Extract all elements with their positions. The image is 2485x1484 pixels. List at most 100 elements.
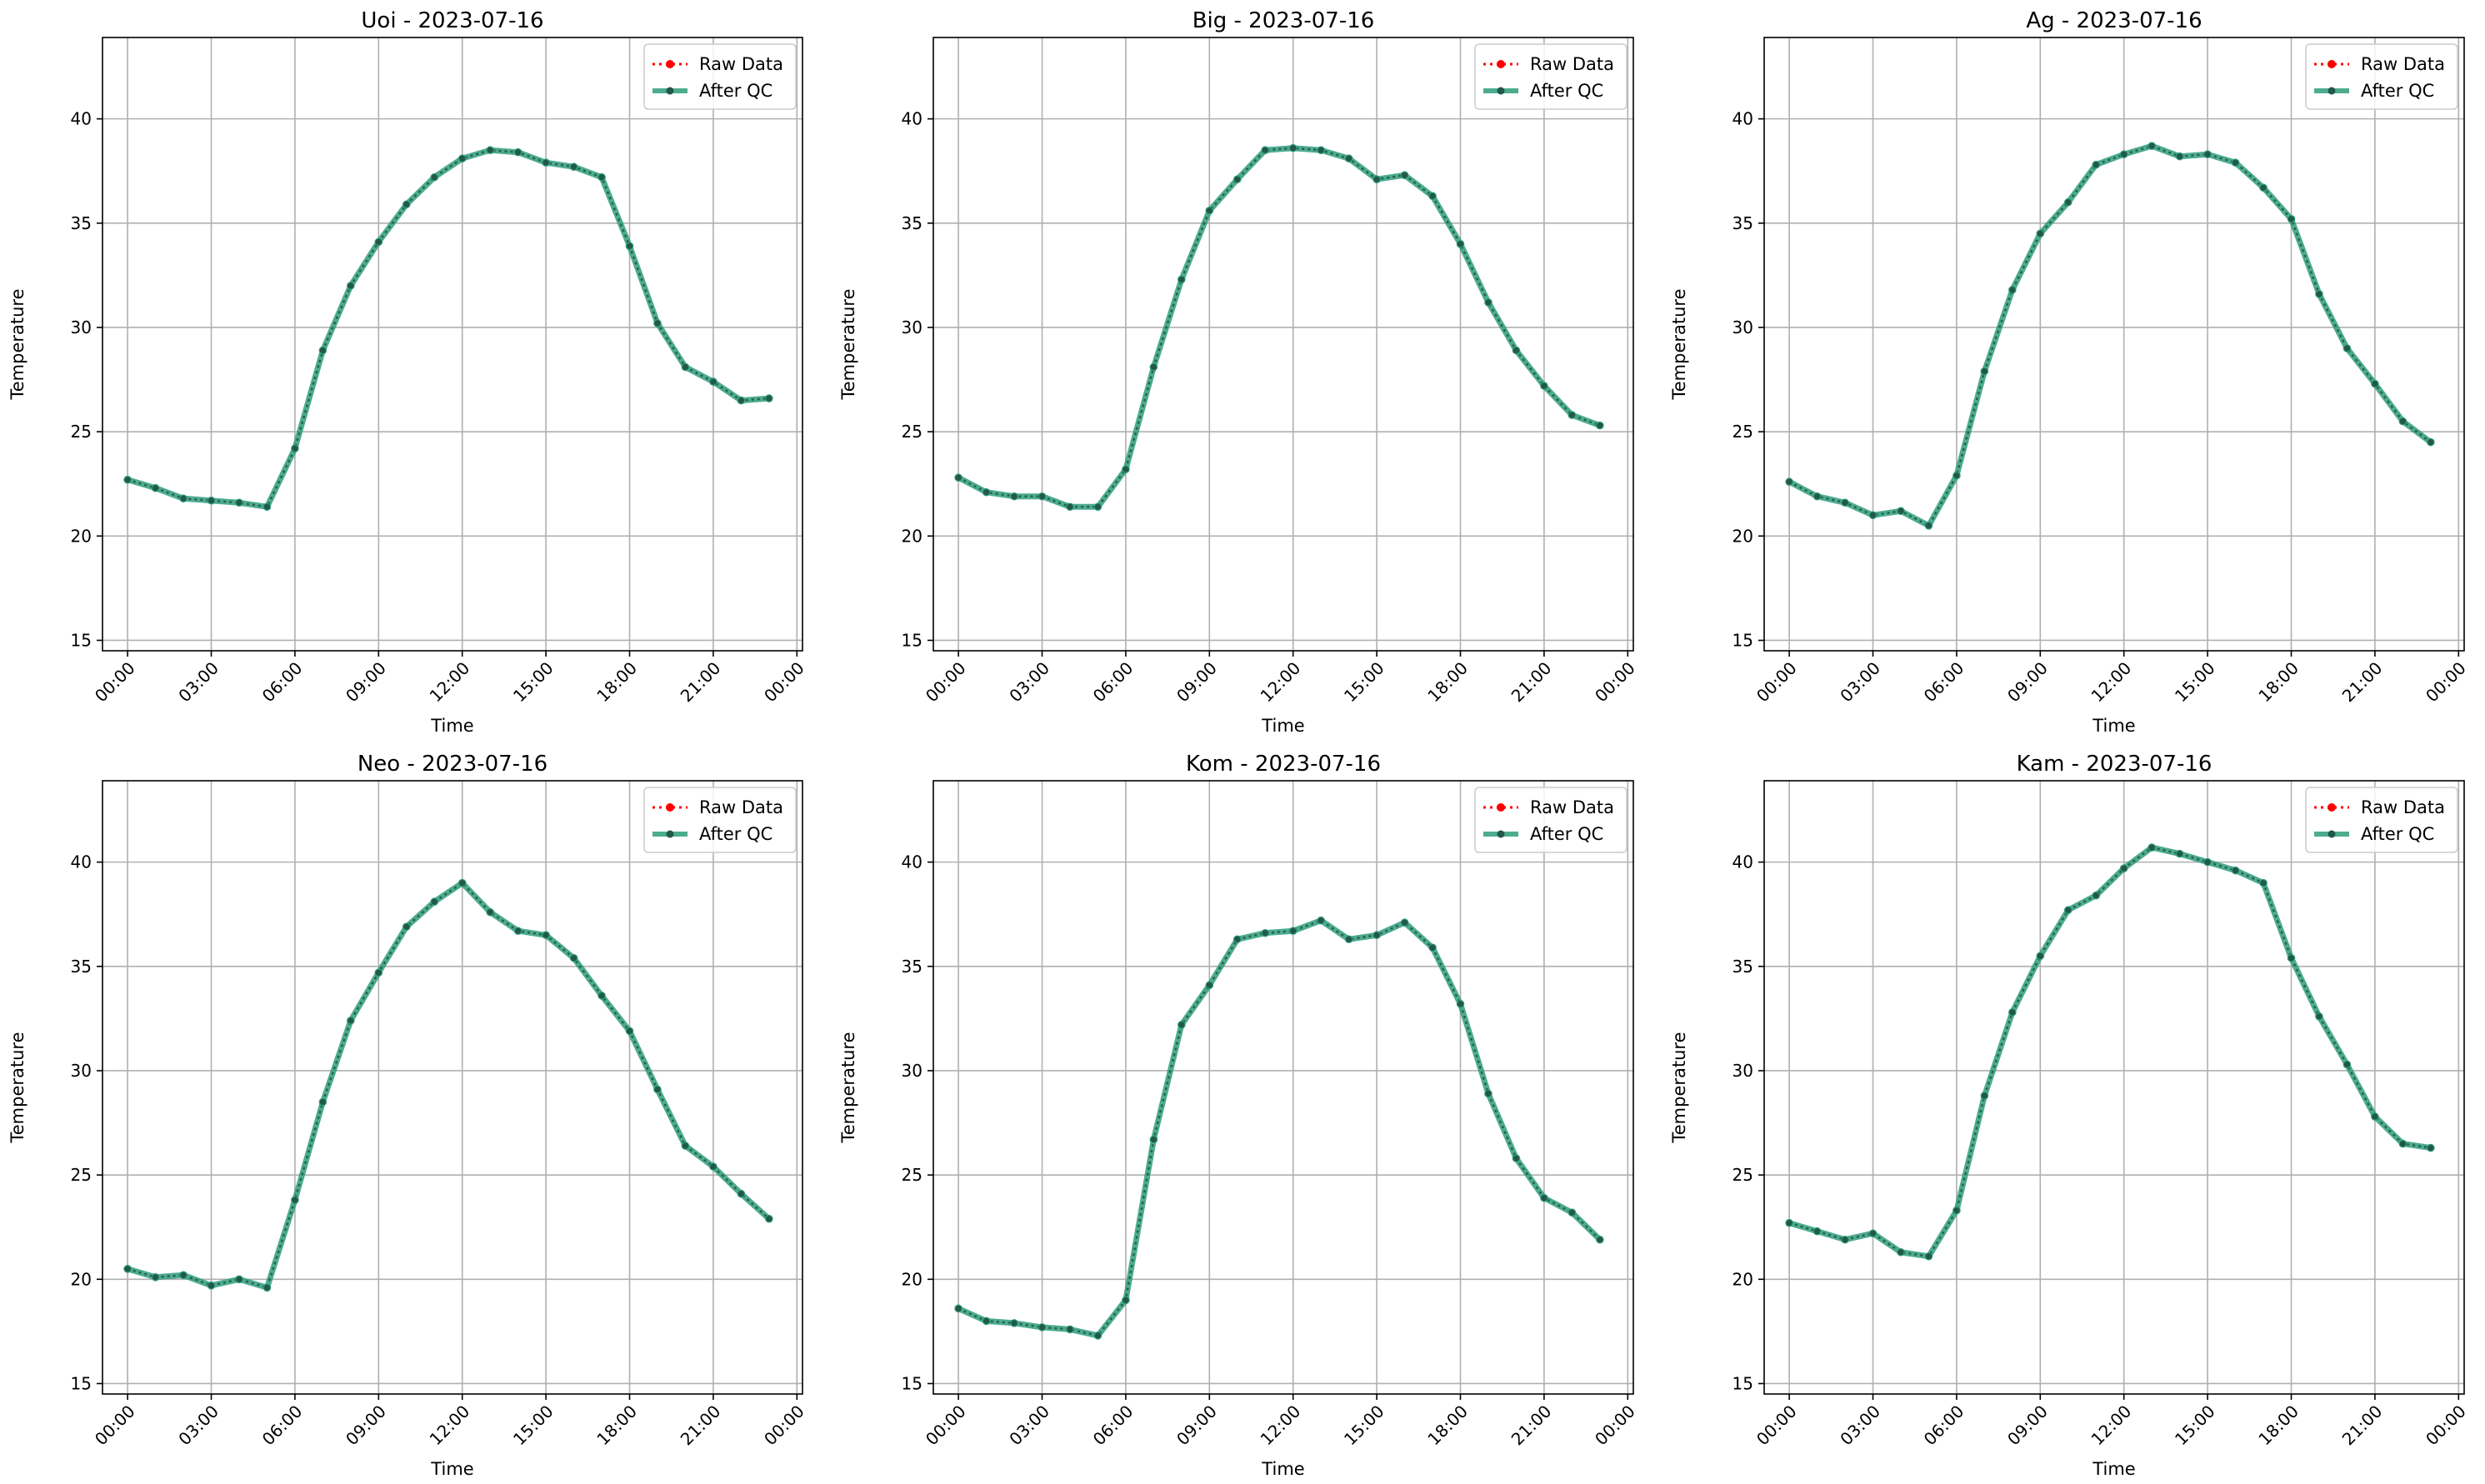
data-point (2119, 864, 2128, 872)
x-tick-label: 00:00 (760, 1402, 808, 1450)
data-point (402, 200, 411, 209)
data-point (1812, 492, 1822, 501)
data-point (2371, 1112, 2379, 1121)
chart-title: Big - 2023-07-16 (1192, 8, 1375, 33)
axes-frame (102, 37, 803, 652)
data-point (2398, 417, 2408, 426)
data-point (2092, 160, 2101, 169)
data-point (1344, 935, 1353, 944)
series-line-raw-data (127, 882, 770, 1289)
data-point (2342, 344, 2352, 352)
data-point (1232, 935, 1242, 944)
y-axis-label: Temperature (8, 288, 28, 400)
data-point (513, 927, 522, 936)
x-tick-label: 18:00 (1423, 658, 1472, 707)
legend-label-after-qc: After QC (699, 81, 772, 101)
data-point (1372, 931, 1381, 940)
legend-marker-after-qc (1497, 87, 1505, 95)
data-point (374, 237, 383, 247)
y-tick-label: 40 (71, 109, 92, 129)
data-point (151, 1273, 160, 1282)
data-point (179, 1271, 188, 1280)
y-tick-label: 40 (1732, 109, 1753, 129)
legend-label-raw-data: Raw Data (2361, 54, 2445, 74)
x-tick-label: 03:00 (174, 1402, 222, 1450)
data-point (1093, 1332, 1102, 1340)
data-point (2398, 1139, 2408, 1148)
series-line-raw-data (958, 147, 1601, 508)
data-point (1122, 465, 1130, 474)
x-tick-label: 12:00 (426, 1402, 474, 1450)
data-point (2231, 158, 2240, 167)
subplot-1: 15 20 25 30 35 40 00:00 03:00 06:00 09:00 12:00 15:… (8, 8, 808, 736)
data-point (1785, 477, 1793, 487)
data-point (1596, 1235, 1604, 1244)
y-tick-label: 35 (71, 213, 92, 233)
y-tick-label: 35 (902, 957, 922, 977)
data-point (709, 377, 718, 386)
data-point (1149, 362, 1158, 372)
legend-marker-after-qc (2328, 830, 2336, 838)
x-tick-label: 21:00 (677, 658, 725, 707)
data-point (2148, 142, 2156, 150)
chart-title: Ag - 2023-07-16 (2026, 8, 2202, 33)
data-point (1568, 1208, 1577, 1217)
data-point (2008, 1008, 2017, 1017)
data-point (1400, 171, 1409, 180)
axes-frame (932, 780, 1634, 1395)
data-point (2063, 906, 2072, 915)
data-point (2063, 197, 2072, 207)
x-tick-label: 06:00 (258, 1402, 307, 1450)
data-point (2342, 1060, 2352, 1069)
x-tick-label: 06:00 (1920, 1402, 1968, 1450)
data-point (1512, 346, 1521, 355)
data-point (653, 1085, 662, 1094)
x-tick-label: 00:00 (922, 658, 970, 707)
data-point (1261, 928, 1270, 937)
data-point (1540, 382, 1548, 390)
data-point (123, 1264, 132, 1273)
data-point (1841, 498, 1849, 507)
legend-label-after-qc: After QC (2361, 81, 2434, 101)
data-point (2259, 183, 2268, 192)
data-point (982, 1317, 991, 1326)
series-line-after-qc (127, 147, 770, 510)
data-point (486, 146, 494, 154)
data-point (1010, 1319, 1018, 1327)
data-point (1484, 1089, 1492, 1098)
data-point (681, 1142, 690, 1150)
y-tick-label: 20 (71, 526, 92, 546)
legend-label-raw-data: Raw Data (699, 797, 783, 817)
x-tick-label: 15:00 (509, 658, 558, 707)
data-point (458, 154, 467, 162)
data-point (430, 172, 439, 182)
y-tick-label: 35 (71, 957, 92, 977)
legend-label-raw-data: Raw Data (699, 54, 783, 74)
x-tick-label: 00:00 (2422, 1402, 2470, 1450)
series-line-raw-data (1788, 144, 2432, 527)
data-point (123, 475, 132, 484)
legend-marker-after-qc (666, 87, 674, 95)
legend-label-after-qc: After QC (1530, 824, 1603, 844)
data-point (430, 897, 439, 906)
y-tick-label: 30 (71, 1061, 92, 1081)
data-point (737, 396, 746, 405)
data-point (151, 483, 160, 492)
legend-marker-after-qc (2328, 87, 2336, 95)
x-axis-label: Time (1261, 716, 1304, 736)
legend: Raw Data After QC (1474, 787, 1628, 853)
legend-label-after-qc: After QC (2361, 824, 2434, 844)
data-point (1980, 367, 1989, 376)
data-point (1317, 916, 1325, 925)
x-axis-label: Time (2092, 1459, 2135, 1479)
data-point (235, 498, 243, 507)
y-tick-label: 25 (71, 422, 92, 442)
data-point (2315, 290, 2323, 298)
data-point (2287, 953, 2296, 962)
x-tick-label: 15:00 (509, 1402, 558, 1450)
data-point (681, 362, 690, 372)
y-tick-label: 40 (902, 109, 922, 129)
x-tick-label: 15:00 (1340, 658, 1388, 707)
x-tick-label: 03:00 (174, 658, 222, 707)
data-point (1484, 298, 1492, 307)
